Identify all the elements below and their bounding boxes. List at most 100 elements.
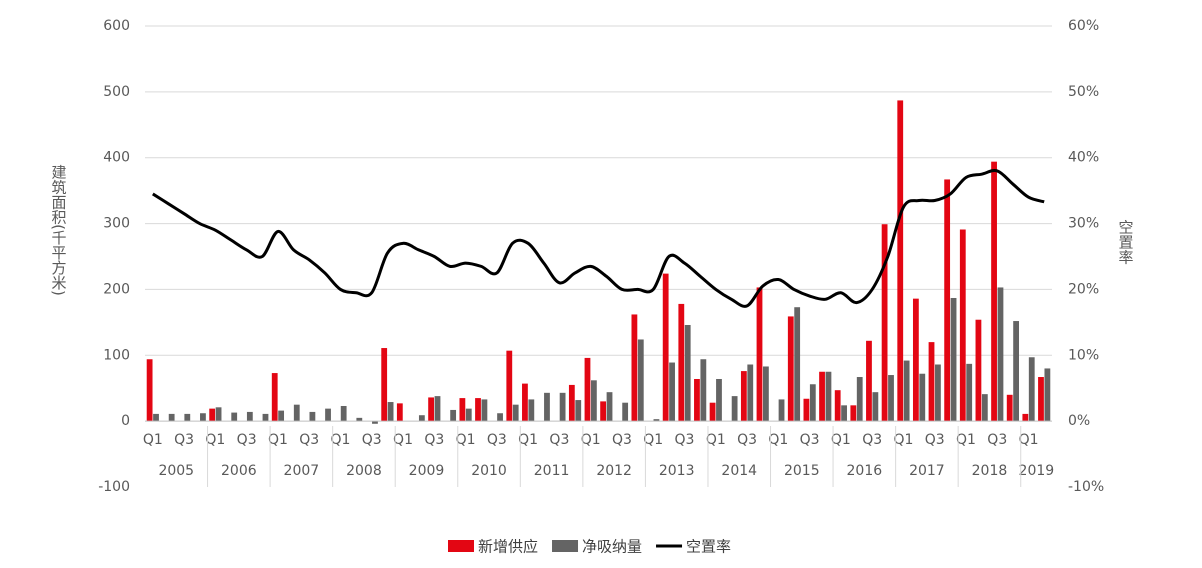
legend-swatch <box>552 540 579 552</box>
x-tick-label: Q1 <box>205 432 225 448</box>
x-tick-label: Q1 <box>643 432 663 448</box>
bar <box>590 380 597 422</box>
bar <box>606 392 613 422</box>
y-tick-label: 200 <box>103 281 130 297</box>
bar <box>1044 368 1051 422</box>
bar <box>700 359 707 422</box>
bar <box>928 342 935 422</box>
bar <box>850 405 857 422</box>
bar <box>919 373 926 422</box>
year-label: 2018 <box>972 463 1008 479</box>
bar <box>897 100 904 422</box>
x-tick-label: Q3 <box>237 432 257 448</box>
x-tick-label: Q1 <box>331 432 351 448</box>
year-label: 2007 <box>284 463 320 479</box>
year-label: 2009 <box>409 463 445 479</box>
bar <box>231 412 238 422</box>
bar <box>450 409 457 422</box>
bar <box>981 394 988 422</box>
bar <box>497 413 503 422</box>
bar <box>246 411 253 422</box>
year-label: 2008 <box>346 463 382 479</box>
x-tick-label: Q1 <box>143 432 163 448</box>
bar <box>841 405 847 422</box>
x-tick-label: Q3 <box>362 432 382 448</box>
y2-tick-label: 30% <box>1068 216 1099 232</box>
year-label: 2011 <box>534 463 570 479</box>
legend-label: 空置率 <box>686 538 731 556</box>
y2-tick-label: 20% <box>1068 281 1099 297</box>
x-tick-label: Q3 <box>925 432 945 448</box>
year-label: 2017 <box>909 463 945 479</box>
year-label: 2016 <box>847 463 883 479</box>
bar <box>1022 413 1029 422</box>
bar <box>1038 377 1044 422</box>
bar <box>434 396 441 422</box>
y2-tick-label: 50% <box>1068 84 1099 100</box>
bar <box>787 316 794 422</box>
bar <box>662 273 669 422</box>
year-label: 2010 <box>471 463 507 479</box>
x-tick-label: Q1 <box>456 432 476 448</box>
x-tick-label: Q3 <box>987 432 1007 448</box>
bar <box>778 399 785 422</box>
bar <box>278 410 285 422</box>
bar <box>637 339 644 422</box>
y2-tick-label: 60% <box>1068 18 1099 34</box>
bar <box>912 298 919 422</box>
bar <box>653 419 660 422</box>
year-label: 2012 <box>596 463 632 479</box>
bar <box>506 350 513 422</box>
bar <box>428 397 435 422</box>
bar <box>481 399 488 422</box>
bar <box>747 364 754 422</box>
vacancy-line <box>152 169 1045 308</box>
bar <box>465 408 472 422</box>
bar <box>709 402 716 422</box>
bar <box>372 421 378 424</box>
bar <box>669 362 675 422</box>
bar <box>522 383 528 422</box>
y-tick-label: 500 <box>103 84 130 100</box>
y-tick-label: 100 <box>103 347 130 363</box>
year-label: 2019 <box>1019 463 1055 479</box>
bar <box>997 287 1004 422</box>
bar <box>475 398 481 422</box>
x-tick-label: Q3 <box>174 432 194 448</box>
bar <box>559 392 566 422</box>
bar <box>881 224 888 422</box>
legend-label: 新增供应 <box>478 538 538 556</box>
bar <box>215 407 222 422</box>
x-tick-label: Q3 <box>424 432 444 448</box>
x-tick-label: Q1 <box>706 432 726 448</box>
x-tick-label: Q3 <box>487 432 507 448</box>
bar <box>756 287 763 422</box>
bar <box>200 413 206 422</box>
bar <box>684 324 691 422</box>
x-tick-label: Q1 <box>518 432 538 448</box>
x-tick-label: Q3 <box>612 432 632 448</box>
x-tick-label: Q1 <box>831 432 851 448</box>
y-axis-title: 建筑面积(千平方米) <box>50 164 68 296</box>
bar <box>991 161 997 422</box>
bar <box>794 307 801 422</box>
bar <box>809 384 816 422</box>
bar <box>153 413 159 422</box>
bar <box>944 179 951 422</box>
bar <box>819 371 825 422</box>
bar <box>903 360 910 422</box>
x-tick-label: Q3 <box>549 432 569 448</box>
bar <box>512 404 519 422</box>
bar <box>694 378 700 422</box>
bar <box>381 348 388 422</box>
bar <box>168 413 175 422</box>
year-label: 2014 <box>721 463 757 479</box>
legend-label: 净吸纳量 <box>582 538 642 556</box>
y-tick-label: 0 <box>121 413 130 429</box>
x-tick-label: Q3 <box>299 432 319 448</box>
x-tick-label: Q3 <box>675 432 695 448</box>
bar <box>262 413 269 422</box>
bar <box>528 399 535 422</box>
x-tick-label: Q3 <box>800 432 820 448</box>
